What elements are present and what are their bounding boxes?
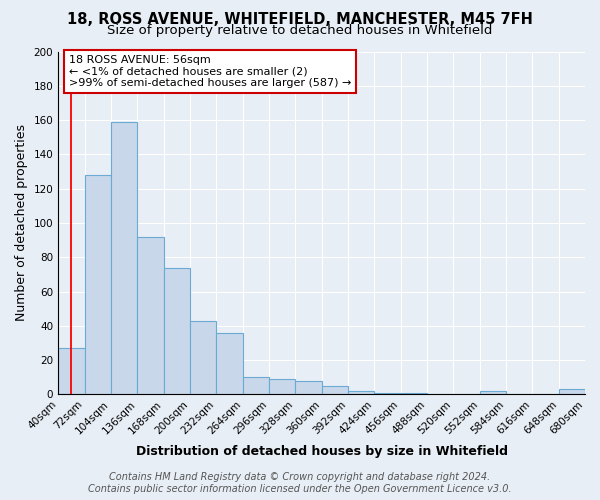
- Bar: [58, 348, 85, 395]
- Bar: [164, 268, 190, 394]
- Text: Size of property relative to detached houses in Whitefield: Size of property relative to detached ho…: [107, 24, 493, 37]
- Y-axis label: Number of detached properties: Number of detached properties: [15, 124, 28, 322]
- Text: 18, ROSS AVENUE, WHITEFIELD, MANCHESTER, M45 7FH: 18, ROSS AVENUE, WHITEFIELD, MANCHESTER,…: [67, 12, 533, 28]
- Bar: [269, 379, 295, 394]
- Bar: [111, 122, 137, 394]
- Bar: [216, 332, 242, 394]
- Bar: [401, 392, 427, 394]
- Bar: [374, 392, 401, 394]
- Text: Contains HM Land Registry data © Crown copyright and database right 2024.
Contai: Contains HM Land Registry data © Crown c…: [88, 472, 512, 494]
- Bar: [85, 175, 111, 394]
- Bar: [322, 386, 348, 394]
- Bar: [242, 378, 269, 394]
- Bar: [559, 390, 585, 394]
- Bar: [479, 391, 506, 394]
- Bar: [137, 236, 164, 394]
- Bar: [348, 391, 374, 394]
- Bar: [295, 380, 322, 394]
- Text: 18 ROSS AVENUE: 56sqm
← <1% of detached houses are smaller (2)
>99% of semi-deta: 18 ROSS AVENUE: 56sqm ← <1% of detached …: [69, 55, 351, 88]
- X-axis label: Distribution of detached houses by size in Whitefield: Distribution of detached houses by size …: [136, 444, 508, 458]
- Bar: [190, 320, 216, 394]
